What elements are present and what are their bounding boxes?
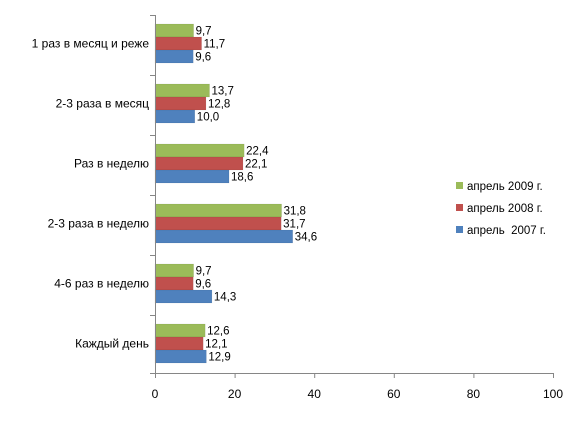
data-label: 18,6 — [231, 172, 253, 184]
data-label: 22,4 — [246, 146, 269, 158]
x-tick-label: 40 — [308, 387, 322, 401]
data-label: 9,6 — [195, 52, 211, 64]
data-label: 22,1 — [245, 159, 267, 171]
legend-label: апрель 2007 г. — [467, 225, 546, 237]
bar — [154, 156, 244, 171]
data-label: 10,0 — [197, 112, 219, 124]
bar — [154, 229, 293, 244]
bar — [154, 36, 202, 51]
category-label: 2-3 раза в неделю — [48, 217, 149, 231]
bar — [154, 349, 207, 364]
bar — [154, 96, 207, 111]
legend-label: апрель 2009 г. — [467, 181, 543, 193]
data-label: 12,8 — [208, 99, 230, 111]
bar — [154, 83, 210, 98]
bar — [154, 336, 204, 351]
legend-swatch — [456, 182, 463, 189]
data-label: 9,7 — [196, 26, 212, 38]
category-label: 2-3 раза в месяц — [56, 97, 150, 111]
legend-label: апрель 2008 г. — [467, 203, 543, 215]
bar — [154, 276, 194, 291]
bars-layer — [154, 23, 293, 364]
data-label: 9,6 — [195, 279, 211, 291]
data-label: 11,7 — [204, 39, 226, 51]
data-label: 13,7 — [212, 86, 234, 98]
bar — [154, 109, 196, 124]
labels-layer: 9,711,79,61 раз в месяц и реже13,712,810… — [32, 26, 564, 402]
data-label: 12,1 — [205, 339, 227, 351]
bar — [154, 323, 206, 338]
data-label: 9,7 — [196, 266, 212, 278]
x-tick-label: 0 — [152, 387, 159, 401]
x-tick-label: 20 — [228, 387, 242, 401]
bar — [154, 289, 213, 304]
legend: апрель 2009 г. апрель 2008 г. апрель 2007 … — [456, 181, 546, 237]
bar — [154, 169, 230, 184]
category-label: Каждый день — [75, 337, 149, 351]
category-label: 1 раз в месяц и реже — [32, 37, 150, 51]
bar — [154, 203, 282, 218]
bar — [154, 49, 194, 64]
data-label: 14,3 — [214, 292, 236, 304]
data-label: 31,8 — [284, 206, 306, 218]
data-label: 31,7 — [283, 219, 305, 231]
x-tick-label: 100 — [543, 387, 563, 401]
legend-swatch — [456, 204, 463, 211]
x-tick-label: 80 — [467, 387, 481, 401]
x-tick-label: 60 — [387, 387, 401, 401]
data-label: 12,9 — [208, 352, 230, 364]
bar — [154, 263, 194, 278]
data-label: 34,6 — [295, 232, 317, 244]
bar — [154, 216, 282, 231]
data-label: 12,6 — [207, 326, 229, 338]
category-label: 4-6 раз в неделю — [54, 277, 149, 291]
category-label: Раз в неделю — [74, 157, 149, 171]
axes-layer — [150, 15, 554, 378]
bar — [154, 23, 194, 38]
legend-swatch — [456, 226, 463, 233]
bar — [154, 143, 245, 158]
